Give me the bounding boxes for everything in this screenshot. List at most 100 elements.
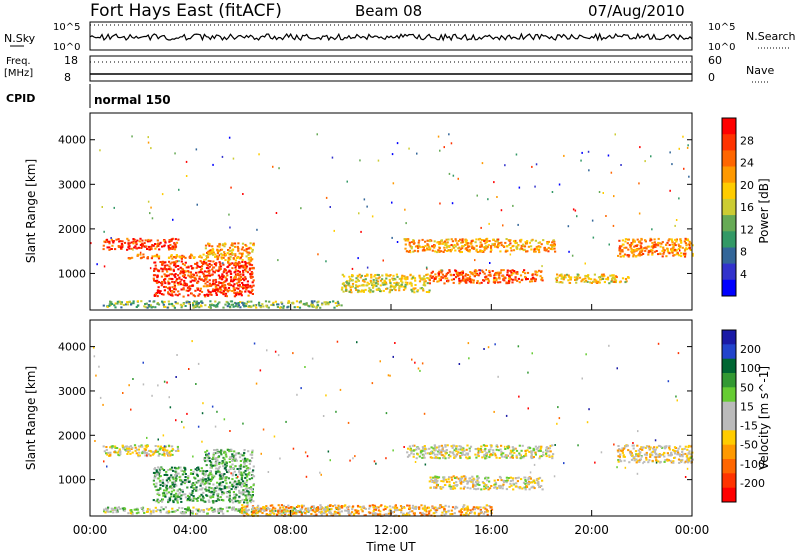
heatmap-cell — [175, 255, 178, 258]
heatmap-cell — [502, 277, 505, 280]
heatmap-cell — [281, 509, 284, 512]
heatmap-cell — [477, 448, 480, 451]
heatmap-cell — [252, 284, 255, 287]
heatmap-cell — [175, 472, 178, 475]
heatmap-cell — [493, 452, 497, 455]
heatmap-cell — [471, 482, 475, 485]
heatmap-cell — [517, 223, 519, 226]
heatmap-cell — [576, 215, 578, 218]
heatmap-cell — [630, 452, 633, 455]
heatmap-cell — [135, 247, 139, 250]
heatmap-cell — [182, 302, 185, 305]
heatmap-cell — [590, 282, 593, 284]
heatmap-cell — [504, 241, 507, 244]
heatmap-cell — [173, 510, 176, 513]
heatmap-cell — [632, 249, 635, 251]
heatmap-cell — [248, 252, 251, 255]
heatmap-cell — [537, 481, 540, 483]
heatmap-cell — [686, 454, 689, 457]
heatmap-cell — [160, 275, 163, 278]
heatmap-cell — [683, 447, 686, 450]
heatmap-cell — [209, 300, 212, 303]
heatmap-cell — [461, 272, 465, 274]
heatmap-cell — [222, 256, 225, 259]
heatmap-cell — [460, 251, 463, 253]
heatmap-cell — [461, 477, 464, 480]
heatmap-cell — [423, 278, 426, 280]
heatmap-cell — [387, 512, 390, 515]
heatmap-cell — [174, 492, 178, 495]
heatmap-cell — [300, 504, 304, 507]
heatmap-cell — [518, 186, 521, 189]
heatmap-cell — [241, 483, 244, 486]
heatmap-cell — [637, 449, 640, 452]
heatmap-cell — [472, 273, 475, 276]
heatmap-cell — [149, 454, 152, 457]
heatmap-cell — [636, 238, 639, 241]
heatmap-cell — [372, 510, 375, 512]
heatmap-cell — [409, 510, 412, 513]
heatmap-cell — [127, 450, 130, 453]
heatmap-cell — [175, 477, 178, 480]
heatmap-cell — [224, 451, 228, 454]
heatmap-cell — [168, 287, 171, 290]
heatmap-cell — [178, 495, 181, 498]
heatmap-cell — [232, 305, 235, 308]
heatmap-cell — [152, 300, 155, 303]
heatmap-cell — [415, 506, 418, 509]
heatmap-cell — [400, 276, 404, 279]
heatmap-cell — [428, 282, 431, 285]
heatmap-cell — [653, 449, 656, 452]
heatmap-cell — [320, 506, 323, 509]
heatmap-cell — [326, 509, 330, 512]
heatmap-cell — [676, 449, 679, 452]
heatmap-cell — [228, 246, 232, 249]
heatmap-cell — [475, 248, 478, 251]
heatmap-cell — [473, 274, 476, 277]
heatmap-cell — [212, 483, 215, 486]
heatmap-cell — [169, 485, 172, 488]
heatmap-cell — [232, 467, 235, 469]
heatmap-cell — [203, 275, 206, 278]
heatmap-cell — [160, 284, 163, 287]
heatmap-cell — [251, 451, 254, 454]
heatmap-cell — [237, 261, 241, 264]
heatmap-cell — [178, 491, 181, 494]
heatmap-cell — [184, 476, 187, 478]
heatmap-cell — [232, 491, 235, 493]
heatmap-cell — [621, 249, 624, 252]
heatmap-cell — [300, 513, 303, 516]
heatmap-cell — [633, 457, 636, 460]
heatmap-cell — [454, 249, 457, 252]
heatmap-cell — [210, 461, 213, 464]
heatmap-cell — [187, 266, 190, 269]
heatmap-cell — [248, 268, 251, 271]
heatmap-cell — [173, 262, 176, 265]
heatmap-cell — [448, 480, 451, 483]
heatmap-cell — [457, 448, 460, 451]
heatmap-cell — [427, 291, 431, 294]
heatmap-cell — [168, 288, 171, 291]
heatmap-cell — [172, 478, 175, 481]
heatmap-cell — [465, 247, 468, 250]
heatmap-cell — [648, 447, 651, 450]
heatmap-cell — [429, 452, 432, 455]
heatmap-cell — [212, 270, 215, 273]
heatmap-cell — [235, 287, 238, 290]
heatmap-cell — [480, 250, 483, 252]
heatmap-cell — [177, 290, 180, 293]
heatmap-cell — [237, 256, 240, 259]
heatmap-cell — [184, 276, 187, 279]
heatmap-cell — [654, 243, 658, 246]
heatmap-cell — [595, 279, 598, 282]
heatmap-cell — [152, 244, 155, 247]
heatmap-cell — [170, 474, 173, 477]
heatmap-cell — [163, 454, 166, 457]
heatmap-cell — [341, 273, 344, 276]
heatmap-cell — [433, 457, 436, 459]
heatmap-cell — [538, 445, 541, 448]
heatmap-cell — [525, 242, 528, 245]
heatmap-cell — [439, 486, 442, 488]
heatmap-cell — [168, 240, 171, 243]
heatmap-cell — [109, 510, 112, 513]
